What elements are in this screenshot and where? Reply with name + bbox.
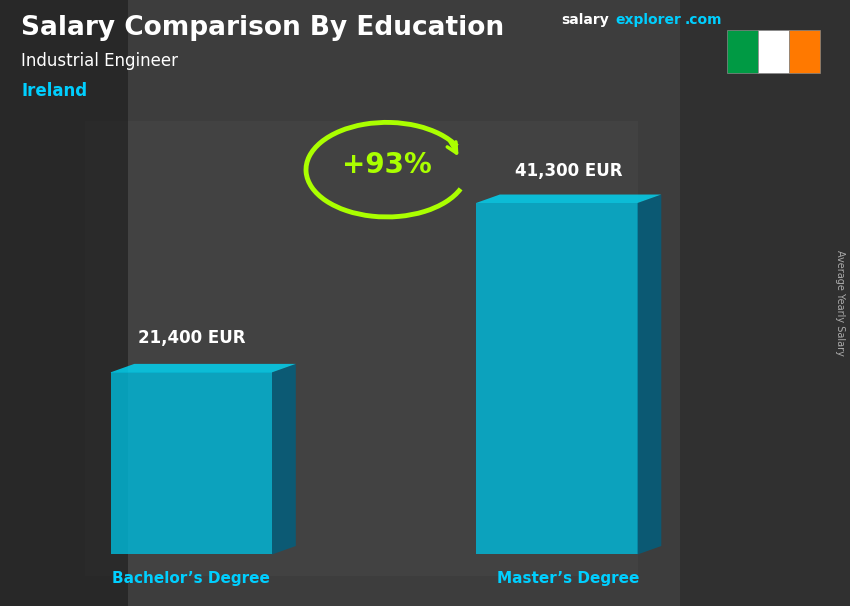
Text: explorer: explorer <box>615 13 681 27</box>
Polygon shape <box>476 195 661 203</box>
Polygon shape <box>110 364 296 372</box>
Text: .com: .com <box>684 13 722 27</box>
Text: Average Yearly Salary: Average Yearly Salary <box>835 250 845 356</box>
Polygon shape <box>110 372 272 554</box>
Text: Master’s Degree: Master’s Degree <box>497 571 640 587</box>
Text: +93%: +93% <box>342 151 432 179</box>
Bar <box>85 121 638 576</box>
Bar <box>789 30 820 73</box>
Bar <box>727 30 758 73</box>
Text: 41,300 EUR: 41,300 EUR <box>515 162 622 180</box>
Text: Bachelor’s Degree: Bachelor’s Degree <box>112 571 270 587</box>
Text: Industrial Engineer: Industrial Engineer <box>21 52 178 70</box>
Text: 21,400 EUR: 21,400 EUR <box>138 329 245 347</box>
Polygon shape <box>638 195 661 554</box>
Polygon shape <box>272 364 296 554</box>
Bar <box>758 30 789 73</box>
Text: salary: salary <box>561 13 609 27</box>
Text: Salary Comparison By Education: Salary Comparison By Education <box>21 15 504 41</box>
Polygon shape <box>476 203 638 554</box>
Bar <box>680 0 850 606</box>
Bar <box>0 0 128 606</box>
Text: Ireland: Ireland <box>21 82 88 100</box>
